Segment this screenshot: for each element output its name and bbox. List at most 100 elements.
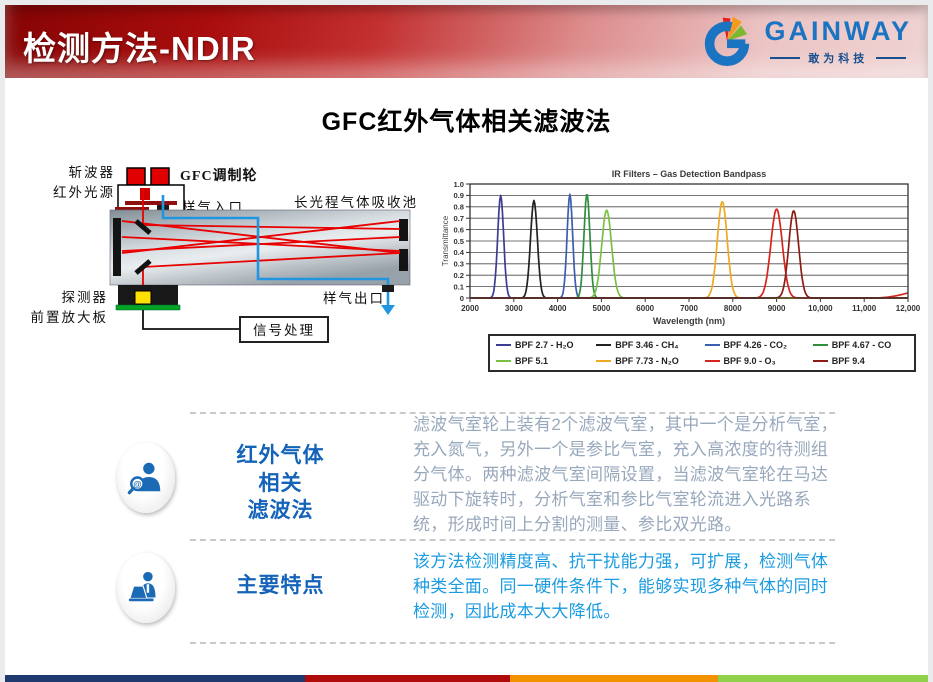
dashed-separator [190, 539, 835, 541]
left-dash [770, 57, 801, 59]
svg-text:Transmittance: Transmittance [441, 215, 450, 266]
section2-body: 该方法检测精度高、抗干扰能力强，可扩展，检测气体种类全面。同一硬件条件下，能够实… [413, 552, 829, 621]
label-ir-source: 红外光源 [53, 185, 115, 200]
legend-label: BPF 7.73 - N₂O [615, 356, 679, 366]
section2-icon-badge [117, 553, 175, 623]
company-logo: GAINWAY 敢为科技 [700, 14, 912, 70]
footer-color-bar [5, 675, 928, 682]
sample-gas-path [161, 195, 390, 305]
slide-title: GFC红外气体相关滤波法 [321, 108, 612, 136]
svg-text:Wavelength (nm): Wavelength (nm) [653, 316, 725, 326]
ir-beam-paths [121, 189, 401, 289]
section1-body: 滤波气室轮上装有2个滤波气室，其中一个是分析气室，充入氮气，另外一个是参比气室，… [413, 415, 838, 534]
svg-text:@: @ [133, 479, 141, 489]
legend-item: BPF 9.0 - O₃ [704, 356, 813, 366]
brand-subtitle: 敢为科技 [808, 53, 869, 65]
wheel-bar [125, 201, 177, 205]
legend-label: BPF 9.0 - O₃ [723, 356, 776, 366]
svg-text:8000: 8000 [724, 304, 742, 313]
legend-item: BPF 2.7 - H₂O [496, 340, 596, 350]
svg-text:12,000: 12,000 [896, 304, 921, 313]
legend-swatch [596, 359, 612, 363]
preamp-board [115, 304, 181, 311]
legend-label: BPF 3.46 - CH₄ [615, 340, 679, 350]
ir-filters-chart: IR Filters – Gas Detection Bandpass 1.0 0.… [440, 168, 925, 380]
svg-text:9000: 9000 [768, 304, 786, 313]
header-banner: 检测方法-NDIR GAINWAY 敢为科技 [5, 5, 928, 78]
slide: 检测方法-NDIR GAINWAY 敢为科技 GFC红外气体相关滤波法 [5, 5, 928, 682]
chart-legend: BPF 2.7 - H₂O BPF 3.46 - CH₄ BPF 4.26 - CO… [488, 334, 916, 372]
label-detector: 探测器 [62, 290, 109, 305]
person-search-icon: @ [127, 462, 161, 495]
legend-item: BPF 5.1 [496, 356, 596, 366]
section2-heading: 主要特点 [236, 574, 325, 597]
svg-text:0.5: 0.5 [453, 237, 464, 246]
svg-text:5000: 5000 [593, 304, 611, 313]
dashed-separator [190, 642, 835, 644]
label-absorption-cell: 长光程气体吸收池 [294, 195, 418, 210]
svg-text:0.8: 0.8 [453, 203, 464, 212]
person-laptop-icon [128, 571, 156, 602]
svg-text:IR Filters – Gas Detection Ban: IR Filters – Gas Detection Bandpass [612, 169, 767, 179]
right-dash [876, 57, 907, 59]
right-mirror-block [399, 219, 408, 241]
gainway-logo-icon [705, 16, 750, 66]
chart-plot: IR Filters – Gas Detection Bandpass 1.0 0.… [441, 169, 921, 326]
signal-processing-box [239, 316, 329, 343]
wheel-bar [115, 207, 149, 211]
fold-mirror-bottom [134, 259, 152, 275]
svg-text:11,000: 11,000 [852, 304, 877, 313]
legend-label: BPF 5.1 [515, 356, 549, 366]
detector-element [134, 290, 152, 305]
legend-swatch [812, 359, 828, 363]
label-chopper: 斩波器 [69, 165, 116, 180]
legend-item: BPF 9.4 [812, 356, 908, 366]
footer-bar-segment [304, 675, 510, 682]
gas-outlet-arrow [381, 305, 395, 315]
brand-subtitle-row: 敢为科技 [770, 50, 907, 66]
legend-label: BPF 4.26 - CO₂ [723, 340, 788, 350]
page-title: 检测方法-NDIR [23, 30, 256, 67]
svg-text:0.2: 0.2 [453, 271, 464, 280]
legend-label: BPF 4.67 - CO [831, 340, 892, 350]
brand-name: GAINWAY [764, 16, 912, 46]
footer-bar-segment [718, 675, 928, 682]
signal-wire [142, 310, 240, 330]
chopper-segment [126, 167, 146, 186]
fold-mirror-top [134, 219, 152, 235]
legend-item: BPF 7.73 - N₂O [596, 356, 704, 366]
left-mirror-block [113, 218, 121, 276]
absorption-cell [109, 209, 411, 286]
legend-swatch [812, 343, 828, 347]
footer-bar-segment [509, 675, 719, 682]
svg-text:0.7: 0.7 [453, 214, 464, 223]
svg-text:3000: 3000 [505, 304, 523, 313]
svg-text:0.9: 0.9 [453, 191, 464, 200]
section1-icon-badge: @ [117, 443, 175, 513]
right-mirror-block [399, 249, 408, 271]
svg-text:0: 0 [460, 294, 464, 303]
svg-text:4000: 4000 [549, 304, 567, 313]
legend-swatch [496, 343, 511, 347]
label-preamp: 前置放大板 [31, 309, 109, 325]
svg-text:0.1: 0.1 [453, 282, 464, 291]
ir-emitter [140, 188, 150, 200]
logo-text: GAINWAY 敢为科技 [764, 18, 912, 66]
chopper-segment [150, 167, 170, 186]
svg-text:6000: 6000 [636, 304, 654, 313]
legend-label: BPF 9.4 [831, 356, 865, 366]
label-gas-outlet: 样气出口 [323, 291, 385, 306]
legend-swatch [704, 359, 720, 363]
legend-item: BPF 4.26 - CO₂ [704, 340, 813, 350]
svg-text:10,000: 10,000 [808, 304, 833, 313]
svg-text:0.3: 0.3 [453, 260, 464, 269]
svg-text:0.4: 0.4 [453, 248, 464, 257]
svg-text:2000: 2000 [461, 304, 479, 313]
legend-label: BPF 2.7 - H₂O [515, 340, 574, 350]
svg-text:7000: 7000 [680, 304, 698, 313]
legend-swatch [704, 343, 720, 347]
svg-text:1.0: 1.0 [453, 180, 464, 189]
footer-bar-segment [5, 675, 305, 682]
dashed-separator [190, 412, 835, 414]
ndir-schematic-diagram: 斩波器 红外光源 GFC调制轮 样气入口 长光程气体吸收池 探测器 前置放大板 … [31, 165, 418, 343]
